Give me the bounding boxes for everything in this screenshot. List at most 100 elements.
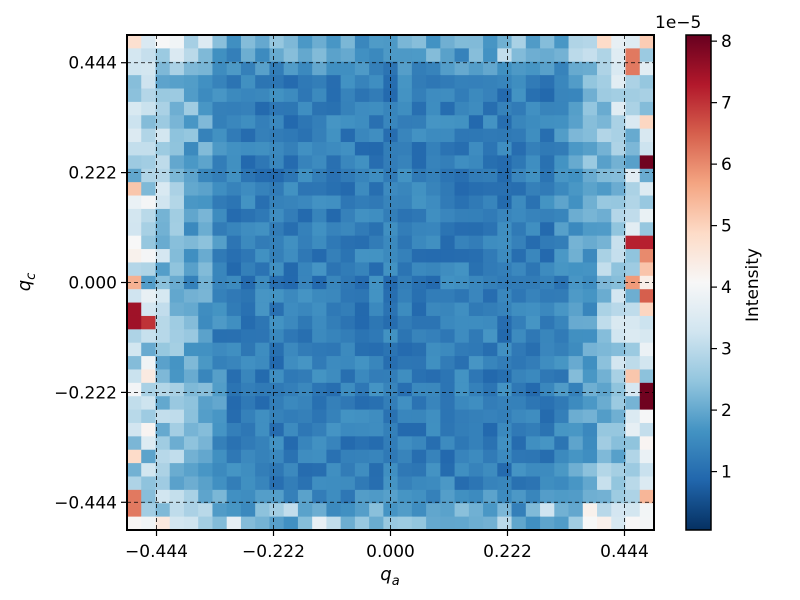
heatmap-cell (625, 249, 641, 264)
heatmap-cell (240, 155, 256, 170)
heatmap-cell (226, 35, 242, 49)
heatmap-cell (183, 516, 199, 531)
heatmap-cell (255, 61, 271, 76)
heatmap-cell (297, 222, 313, 237)
heatmap-cell (312, 369, 327, 384)
heatmap-cell (497, 463, 513, 478)
heatmap-cell (312, 503, 327, 518)
heatmap-cell (326, 128, 342, 143)
heatmap-cell (511, 75, 527, 90)
heatmap-cell (540, 369, 555, 384)
heatmap-cell (255, 382, 271, 397)
heatmap-cell (440, 516, 456, 531)
heatmap-cell (369, 48, 384, 63)
heatmap-cell (383, 356, 399, 371)
heatmap-cell (411, 222, 427, 237)
heatmap-cell (497, 48, 513, 63)
heatmap-cell (226, 289, 242, 304)
heatmap-cell (383, 48, 399, 63)
heatmap-cell (312, 409, 327, 424)
heatmap-cell (597, 449, 612, 464)
heatmap-cell (454, 155, 470, 170)
heatmap-cell (568, 195, 584, 210)
heatmap-cell (326, 262, 342, 277)
heatmap-cell (582, 155, 598, 170)
heatmap-cell (625, 35, 641, 49)
heatmap-cell (212, 35, 228, 49)
heatmap-cell (582, 88, 598, 103)
heatmap-cell (283, 302, 299, 317)
heatmap-cell (411, 289, 427, 304)
heatmap-cell (597, 369, 612, 384)
heatmap-cell (326, 409, 342, 424)
heatmap-cell (454, 249, 470, 264)
heatmap-cell (454, 489, 470, 504)
heatmap-cell (411, 436, 427, 451)
heatmap-cell (269, 315, 285, 330)
heatmap-cell (454, 516, 470, 531)
heatmap-cell (468, 449, 484, 464)
heatmap-cell (540, 476, 555, 491)
heatmap-cell (183, 168, 199, 183)
heatmap-cell (597, 503, 612, 518)
heatmap-cell (582, 315, 598, 330)
heatmap-cell (269, 235, 285, 250)
heatmap-cell (169, 101, 185, 116)
heatmap-cell (426, 409, 441, 424)
heatmap-cell (326, 208, 342, 223)
heatmap-cell (155, 249, 171, 264)
heatmap-cell (155, 289, 171, 304)
heatmap-cell (611, 409, 627, 424)
heatmap-cell (454, 101, 470, 116)
heatmap-cell (383, 35, 399, 49)
heatmap-cell (525, 382, 541, 397)
heatmap-cell (212, 48, 228, 63)
x-tick-label: −0.444 (125, 542, 188, 562)
heatmap-cell (354, 422, 370, 437)
heatmap-cell (255, 289, 271, 304)
heatmap-cell (297, 195, 313, 210)
heatmap-cell (411, 489, 427, 504)
heatmap-cell (440, 476, 456, 491)
heatmap-cell (540, 396, 555, 411)
heatmap-cell (255, 436, 271, 451)
heatmap-cell (411, 356, 427, 371)
heatmap-cell (454, 275, 470, 290)
heatmap-cell (497, 356, 513, 371)
heatmap-cell (198, 329, 214, 344)
heatmap-cell (568, 409, 584, 424)
heatmap-cell (127, 289, 142, 304)
heatmap-cell (525, 168, 541, 183)
heatmap-cell (625, 128, 641, 143)
heatmap-cell (127, 249, 142, 264)
heatmap-cell (568, 315, 584, 330)
heatmap-cell (326, 195, 342, 210)
heatmap-cell (369, 356, 384, 371)
heatmap-cell (212, 101, 228, 116)
heatmap-cell (198, 289, 214, 304)
heatmap-cell (155, 396, 171, 411)
heatmap-cell (312, 489, 327, 504)
heatmap-cell (540, 489, 555, 504)
heatmap-cell (397, 155, 413, 170)
heatmap-cell (226, 422, 242, 437)
heatmap-cell (426, 249, 441, 264)
heatmap-cell (525, 262, 541, 277)
heatmap-cell (411, 463, 427, 478)
heatmap-cell (426, 155, 441, 170)
heatmap-cell (297, 289, 313, 304)
heatmap-cell (169, 61, 185, 76)
heatmap-cell (639, 155, 655, 170)
heatmap-cell (269, 168, 285, 183)
heatmap-cell (369, 436, 384, 451)
heatmap-cell (440, 168, 456, 183)
heatmap-cell (554, 155, 570, 170)
heatmap-cell (141, 422, 157, 437)
heatmap-cell (397, 35, 413, 49)
heatmap-cell (582, 35, 598, 49)
heatmap-cell (240, 516, 256, 531)
heatmap-cell (255, 262, 271, 277)
heatmap-cell (269, 422, 285, 437)
heatmap-cell (525, 489, 541, 504)
heatmap-cell (411, 155, 427, 170)
